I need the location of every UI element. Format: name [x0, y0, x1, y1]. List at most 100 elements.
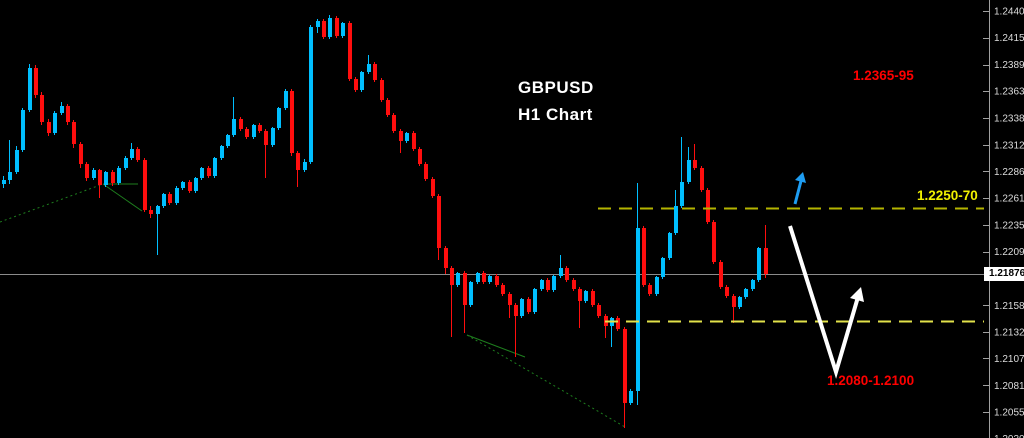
trendlines-layer: [0, 183, 626, 428]
resistance-zone-label: 1.2365-95: [853, 68, 914, 83]
candle-bullish: [8, 172, 12, 180]
axis-price-label: 1.23380: [994, 113, 1024, 124]
candle-bullish: [668, 233, 672, 258]
candle-bearish: [149, 210, 153, 214]
blue-arrow-head-icon: [795, 172, 806, 183]
candle-bearish: [373, 64, 377, 80]
candle-bearish: [527, 299, 531, 312]
candle-bearish: [712, 222, 716, 262]
candle-bullish: [341, 23, 345, 36]
candle-bearish: [693, 160, 697, 168]
candle-bearish: [34, 68, 38, 95]
candle-bearish: [335, 18, 339, 36]
candle-bearish: [348, 23, 352, 79]
axis-price-label: 1.24405: [994, 7, 1024, 18]
candle-bearish: [399, 131, 403, 141]
candle-bullish: [277, 108, 281, 128]
candle-bearish: [412, 133, 416, 149]
candle-bullish: [28, 68, 32, 110]
candle-bearish: [143, 160, 147, 210]
candle-bearish: [296, 153, 300, 170]
candle-bullish: [162, 194, 166, 206]
candle-bullish: [456, 273, 460, 285]
candle-bearish: [700, 168, 704, 190]
candle-bearish: [264, 131, 268, 145]
axis-price-label: 1.22610: [994, 193, 1024, 204]
candle-bullish: [104, 172, 108, 185]
candle-bearish: [482, 273, 486, 282]
axis-price-label: 1.20555: [994, 408, 1024, 419]
candle-bullish: [53, 113, 57, 133]
candle-bearish: [85, 164, 89, 178]
candle-bearish: [431, 179, 435, 196]
candle-bearish: [245, 129, 249, 137]
candle-bullish: [636, 228, 640, 391]
candle-bullish: [309, 27, 313, 162]
candle-bearish: [565, 268, 569, 280]
green-trendline: [466, 334, 626, 428]
candle-bearish: [258, 125, 262, 131]
candle-bearish: [463, 273, 467, 305]
current-price-value: 1.21876: [989, 268, 1024, 279]
white-arrow-head-icon: [850, 287, 864, 302]
white-projection-arrow: [788, 225, 860, 379]
candle-bearish: [648, 285, 652, 294]
candle-bullish: [674, 206, 678, 233]
candle-bullish: [60, 106, 64, 113]
candle-bearish: [437, 196, 441, 248]
candle-bullish: [476, 273, 480, 282]
candle-bullish: [661, 258, 665, 277]
candle-bullish: [520, 299, 524, 316]
candle-bullish: [540, 280, 544, 289]
candle-bearish: [616, 318, 620, 329]
candle-bearish: [572, 280, 576, 289]
candle-bearish: [706, 190, 710, 222]
candle-bearish: [764, 248, 768, 274]
candle-bearish: [380, 80, 384, 100]
candle-bearish: [354, 79, 358, 90]
candle-bullish: [200, 168, 204, 178]
candle-bearish: [623, 329, 627, 403]
candle-bearish: [40, 95, 44, 122]
candle-bearish: [495, 276, 499, 285]
axis-price-label: 1.22865: [994, 167, 1024, 178]
candle-bearish: [72, 122, 76, 144]
axis-price-label: 1.22095: [994, 247, 1024, 258]
candle-bearish: [239, 119, 243, 129]
candle-bearish: [136, 149, 140, 160]
green-trendline: [102, 183, 143, 212]
candle-bullish: [194, 178, 198, 191]
candle-bullish: [687, 160, 691, 182]
candle-bearish: [79, 144, 83, 164]
candle-bullish: [213, 158, 217, 176]
candle-bearish: [392, 115, 396, 131]
candle-bullish: [360, 72, 364, 90]
candle-bullish: [284, 91, 288, 108]
candle-bullish: [655, 277, 659, 294]
candle-bearish: [188, 182, 192, 191]
candle-bearish: [642, 228, 646, 285]
candle-bullish: [15, 150, 19, 172]
candle-bearish: [501, 285, 505, 294]
candle-bullish: [552, 276, 556, 290]
candle-bearish: [450, 268, 454, 285]
candle-bearish: [386, 100, 390, 115]
candle-bullish: [271, 128, 275, 145]
candle-bearish: [597, 305, 601, 316]
candle-bearish: [591, 291, 595, 305]
candle-bullish: [252, 125, 256, 137]
candle-bullish: [175, 188, 179, 203]
candle-bullish: [469, 282, 473, 305]
candle-bullish: [328, 18, 332, 37]
candle-bullish: [488, 276, 492, 282]
arrows-layer: [788, 172, 864, 379]
candle-bullish: [629, 391, 633, 403]
candle-bearish: [168, 194, 172, 203]
candle-bearish: [322, 21, 326, 37]
candle-bullish: [533, 289, 537, 312]
candle-bearish: [290, 91, 294, 153]
axis-price-label: 1.20810: [994, 381, 1024, 392]
candle-bearish: [98, 170, 102, 185]
candle-bullish: [584, 291, 588, 301]
